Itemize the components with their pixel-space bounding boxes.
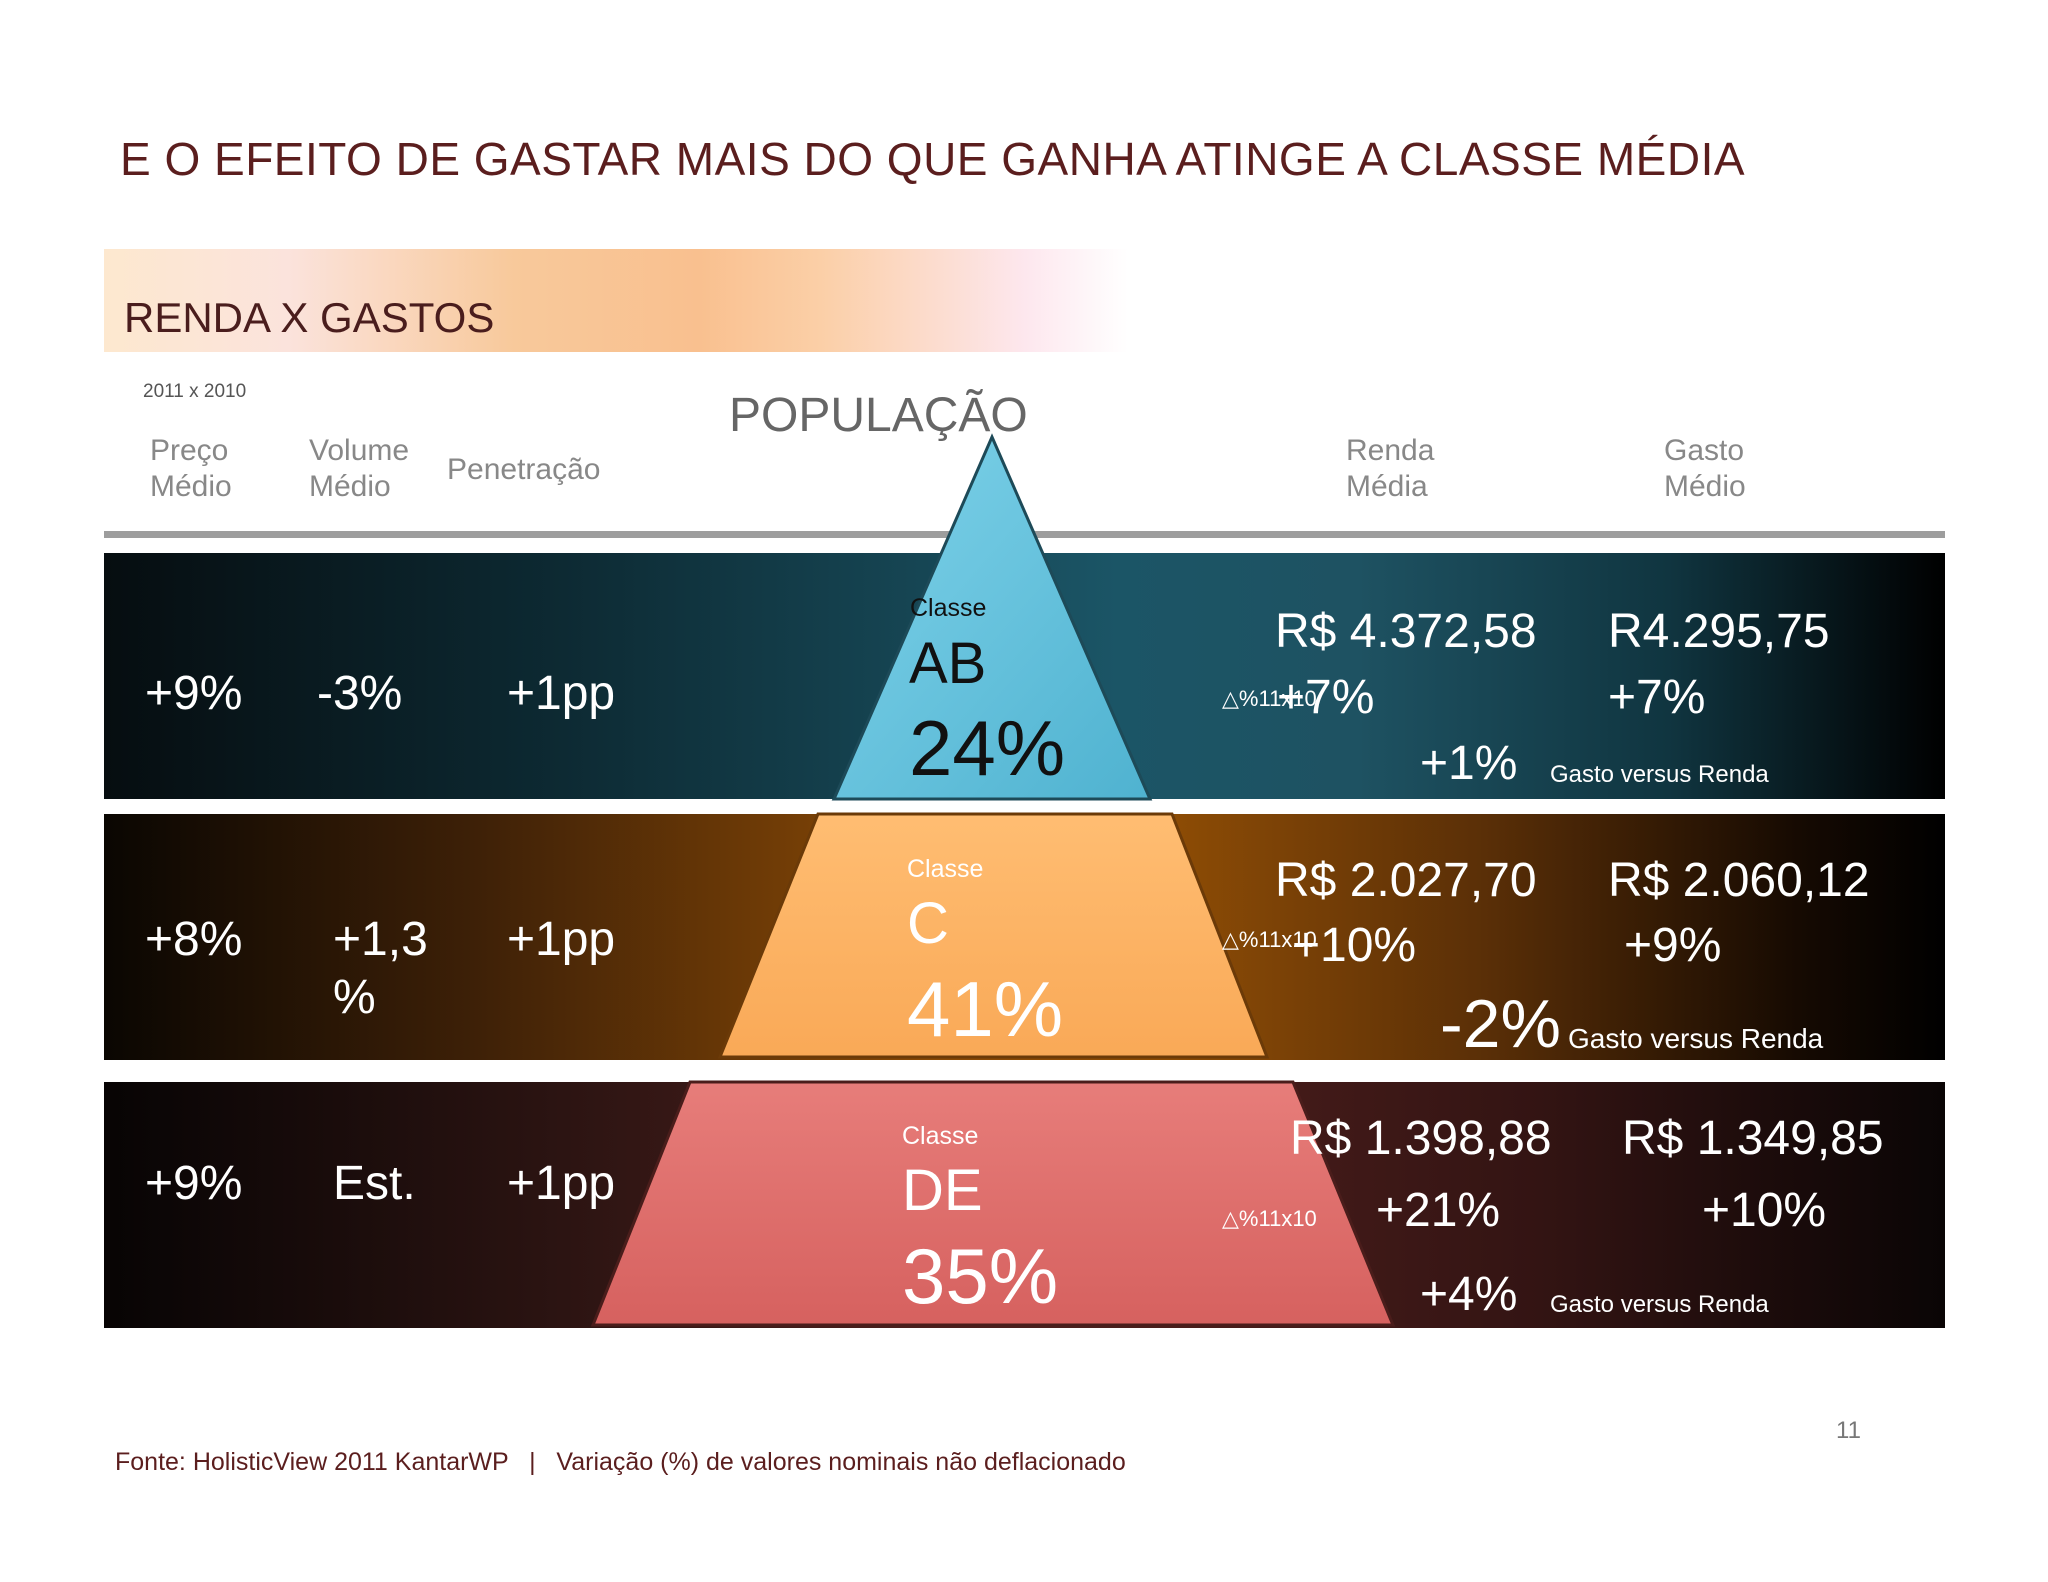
de-penetracao: +1pp [507, 1157, 616, 1210]
ab-volume: -3% [317, 667, 403, 720]
page-title: E O EFEITO DE GASTAR MAIS DO QUE GANHA A… [120, 133, 1746, 185]
ab-classe: AB [909, 631, 987, 696]
ab-gasto-var: +7% [1608, 671, 1706, 724]
ab-preco: +9% [145, 667, 243, 720]
header-preco-medio: Preço Médio [150, 433, 232, 505]
c-populacao: 41% [907, 965, 1064, 1053]
pyramid-tier-de [590, 1080, 1396, 1327]
de-preco: +9% [145, 1157, 243, 1210]
de-gasto: R$ 1.349,85 [1622, 1112, 1884, 1165]
header-penetracao: Penetração [447, 453, 601, 486]
de-renda-var: +21% [1376, 1184, 1501, 1237]
header-gasto-line2: Médio [1664, 470, 1746, 503]
ab-renda: R$ 4.372,58 [1275, 605, 1537, 658]
header-volume-line1: Volume [309, 434, 410, 467]
c-gasto-var: +9% [1624, 919, 1722, 972]
ab-delta-label: △%11x10 [1222, 686, 1317, 711]
subtitle-banner [104, 249, 1128, 352]
header-gasto-medio: Gasto Médio [1664, 433, 1746, 505]
ab-renda-var: +7% [1277, 671, 1375, 724]
c-classe: C [907, 891, 949, 956]
period-label: 2011 x 2010 [143, 381, 247, 402]
header-renda-line1: Renda [1346, 434, 1435, 467]
page-number: 11 [1836, 1417, 1861, 1444]
header-preco-line2: Médio [150, 470, 232, 503]
ab-penetracao: +1pp [507, 667, 616, 720]
ab-classe-label: Classe [910, 594, 987, 622]
ab-gasto: R4.295,75 [1608, 605, 1830, 658]
c-classe-label: Classe [907, 855, 984, 883]
c-delta-label: △%11x10 [1222, 927, 1317, 952]
c-volume: +1,3% [333, 913, 428, 1024]
de-delta-label: △%11x10 [1222, 1206, 1317, 1231]
de-volume: Est. [333, 1157, 416, 1210]
header-renda-media: Renda Média [1346, 433, 1434, 505]
c-renda-var: +10% [1292, 919, 1417, 972]
header-renda-line2: Média [1346, 470, 1428, 503]
header-volume-medio: Volume Médio [309, 433, 409, 505]
de-diff-label: Gasto versus Renda [1550, 1291, 1769, 1318]
section-subtitle: RENDA X GASTOS [124, 294, 495, 341]
de-renda: R$ 1.398,88 [1290, 1112, 1552, 1165]
source-footnote: Fonte: HolisticView 2011 KantarWP | Vari… [115, 1448, 1126, 1476]
de-gasto-var: +10% [1702, 1184, 1827, 1237]
header-volume-line2: Médio [309, 470, 391, 503]
c-diff: -2% [1440, 986, 1561, 1062]
ab-populacao: 24% [909, 704, 1066, 792]
c-gasto: R$ 2.060,12 [1608, 854, 1870, 907]
header-gasto-line1: Gasto [1664, 434, 1745, 467]
c-renda: R$ 2.027,70 [1275, 854, 1537, 907]
c-diff-label: Gasto versus Renda [1568, 1023, 1824, 1054]
de-classe: DE [902, 1158, 983, 1223]
c-preco: +8% [145, 913, 243, 966]
c-penetracao: +1pp [507, 913, 616, 966]
ab-diff: +1% [1420, 737, 1518, 790]
header-preco-line1: Preço [150, 434, 229, 467]
de-classe-label: Classe [902, 1122, 979, 1150]
pyramid-tier-c [717, 812, 1270, 1059]
pyramid-tier-ab [831, 433, 1153, 801]
de-populacao: 35% [902, 1232, 1059, 1320]
de-diff: +4% [1420, 1268, 1518, 1321]
population-label: POPULAÇÃO [729, 389, 1028, 442]
ab-diff-label: Gasto versus Renda [1550, 761, 1769, 788]
